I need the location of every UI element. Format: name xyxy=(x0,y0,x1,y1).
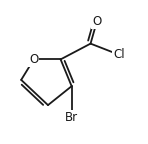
Text: Br: Br xyxy=(65,111,78,124)
Text: Cl: Cl xyxy=(113,48,125,61)
Text: O: O xyxy=(92,15,102,28)
Text: O: O xyxy=(29,53,38,66)
